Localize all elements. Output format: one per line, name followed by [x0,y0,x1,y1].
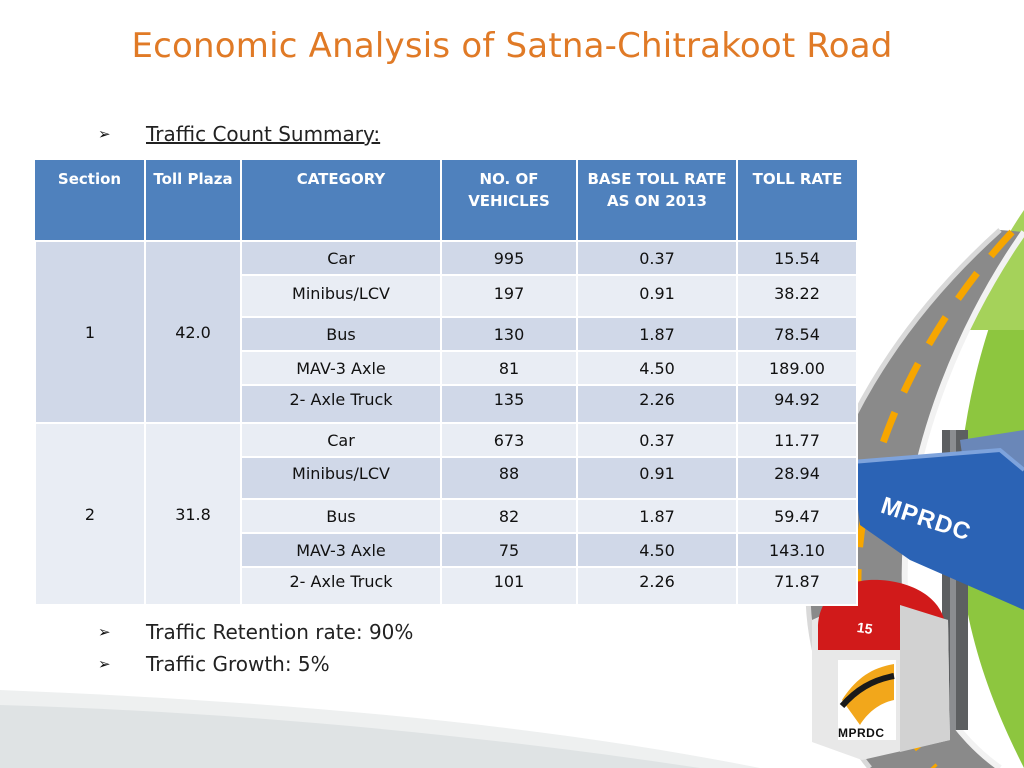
vehicles-cell: 673 [440,422,578,458]
toll-rate-cell: 11.77 [736,422,858,458]
vehicles-cell: 197 [440,274,578,318]
toll-rate-cell: 28.94 [736,456,858,500]
base-rate-cell: 0.91 [576,274,738,318]
sign-text: MPRDC [877,492,975,547]
base-rate-cell: 0.91 [576,456,738,500]
vehicles-cell: 101 [440,566,578,606]
header-section: Section [35,160,146,241]
category-cell: Minibus/LCV [240,274,442,318]
category-cell: MAV-3 Axle [240,532,442,568]
base-rate-cell: 1.87 [576,316,738,352]
category-cell: MAV-3 Axle [240,350,442,386]
header-category: CATEGORY [241,160,442,241]
bullet-traffic-count-heading: ➢ Traffic Count Summary: [98,122,380,146]
base-rate-cell: 2.26 [576,566,738,606]
base-rate-cell: 1.87 [576,498,738,534]
arrow-bullet-icon: ➢ [98,655,111,673]
toll-rate-cell: 143.10 [736,532,858,568]
growth-text: Traffic Growth: 5% [146,652,330,676]
bullet-retention: ➢ Traffic Retention rate: 90% [98,620,413,644]
milestone-number: 15 [855,618,874,638]
toll-plaza-cell: 31.8 [144,422,242,606]
grass-top [970,210,1024,330]
header-no-of-vehicles: NO. OF VEHICLES [441,160,578,241]
table-row: 2- Axle Truck 135 2.26 94.92 [35,384,858,424]
sign-post [942,430,968,730]
sign-board-edge [851,447,1024,472]
vehicles-cell: 995 [440,240,578,276]
vehicles-cell: 75 [440,532,578,568]
toll-rate-cell: 38.22 [736,274,858,318]
grass [958,240,1024,768]
table-row: MAV-3 Axle 75 4.50 143.10 [35,532,858,568]
category-cell: Car [240,422,442,458]
table-row: 1 42.0 Car 995 0.37 15.54 [34,240,858,424]
arrow-bullet-icon: ➢ [98,125,111,143]
swoosh-light [0,705,700,768]
table-row: Minibus/LCV 88 0.91 28.94 [35,456,858,500]
table-row: Bus 82 1.87 59.47 [35,498,858,534]
table-row: 2 31.8 Car 673 0.37 11.77 [34,422,858,606]
vehicles-cell: 82 [440,498,578,534]
category-cell: Car [240,240,442,276]
table-row: Bus 130 1.87 78.54 [35,316,858,352]
header-toll-rate: TOLL RATE [737,160,857,241]
vehicles-cell: 130 [440,316,578,352]
category-cell: Minibus/LCV [240,456,442,500]
header-toll-plaza: Toll Plaza [145,160,242,241]
category-cell: 2- Axle Truck [240,384,442,424]
traffic-count-heading: Traffic Count Summary: [146,122,381,146]
base-rate-cell: 2.26 [576,384,738,424]
toll-plaza-cell: 42.0 [144,240,242,424]
section-cell: 2 [34,422,146,606]
category-cell: Bus [240,316,442,352]
vehicles-cell: 135 [440,384,578,424]
traffic-count-table: Section Toll Plaza CATEGORY NO. OF VEHIC… [34,160,858,606]
table-row: Minibus/LCV 197 0.91 38.22 [35,274,858,318]
arrow-bullet-icon: ➢ [98,623,111,641]
retention-text: Traffic Retention rate: 90% [146,620,414,644]
section-cell: 1 [34,240,146,424]
base-rate-cell: 4.50 [576,350,738,386]
table-header-row: Section Toll Plaza CATEGORY NO. OF VEHIC… [35,160,857,241]
vehicles-cell: 88 [440,456,578,500]
swoosh-shadow [0,690,760,768]
table-row: MAV-3 Axle 81 4.50 189.00 [35,350,858,386]
sign-post-highlight [950,430,956,730]
milestone-side [900,605,950,752]
sign-top [960,430,1024,475]
page-title: Economic Analysis of Satna-Chitrakoot Ro… [131,26,893,66]
milestone-logo-road-dark [839,673,895,709]
milestone-logo-road [842,664,894,725]
base-rate-cell: 0.37 [576,240,738,276]
road-center-line [854,229,1015,768]
header-base-toll-rate: BASE TOLL RATE AS ON 2013 [577,160,738,241]
toll-rate-cell: 59.47 [736,498,858,534]
category-cell: Bus [240,498,442,534]
road-edge [901,230,1024,768]
toll-rate-cell: 94.92 [736,384,858,424]
category-cell: 2- Axle Truck [240,566,442,606]
toll-rate-cell: 71.87 [736,566,858,606]
toll-rate-cell: 189.00 [736,350,858,386]
bullet-growth: ➢ Traffic Growth: 5% [98,652,330,676]
base-rate-cell: 0.37 [576,422,738,458]
table-row: 2- Axle Truck 101 2.26 71.87 [35,566,858,606]
milestone-logo-text: MPRDC [838,726,885,740]
base-rate-cell: 4.50 [576,532,738,568]
toll-rate-cell: 15.54 [736,240,858,276]
toll-rate-cell: 78.54 [736,316,858,352]
vehicles-cell: 81 [440,350,578,386]
